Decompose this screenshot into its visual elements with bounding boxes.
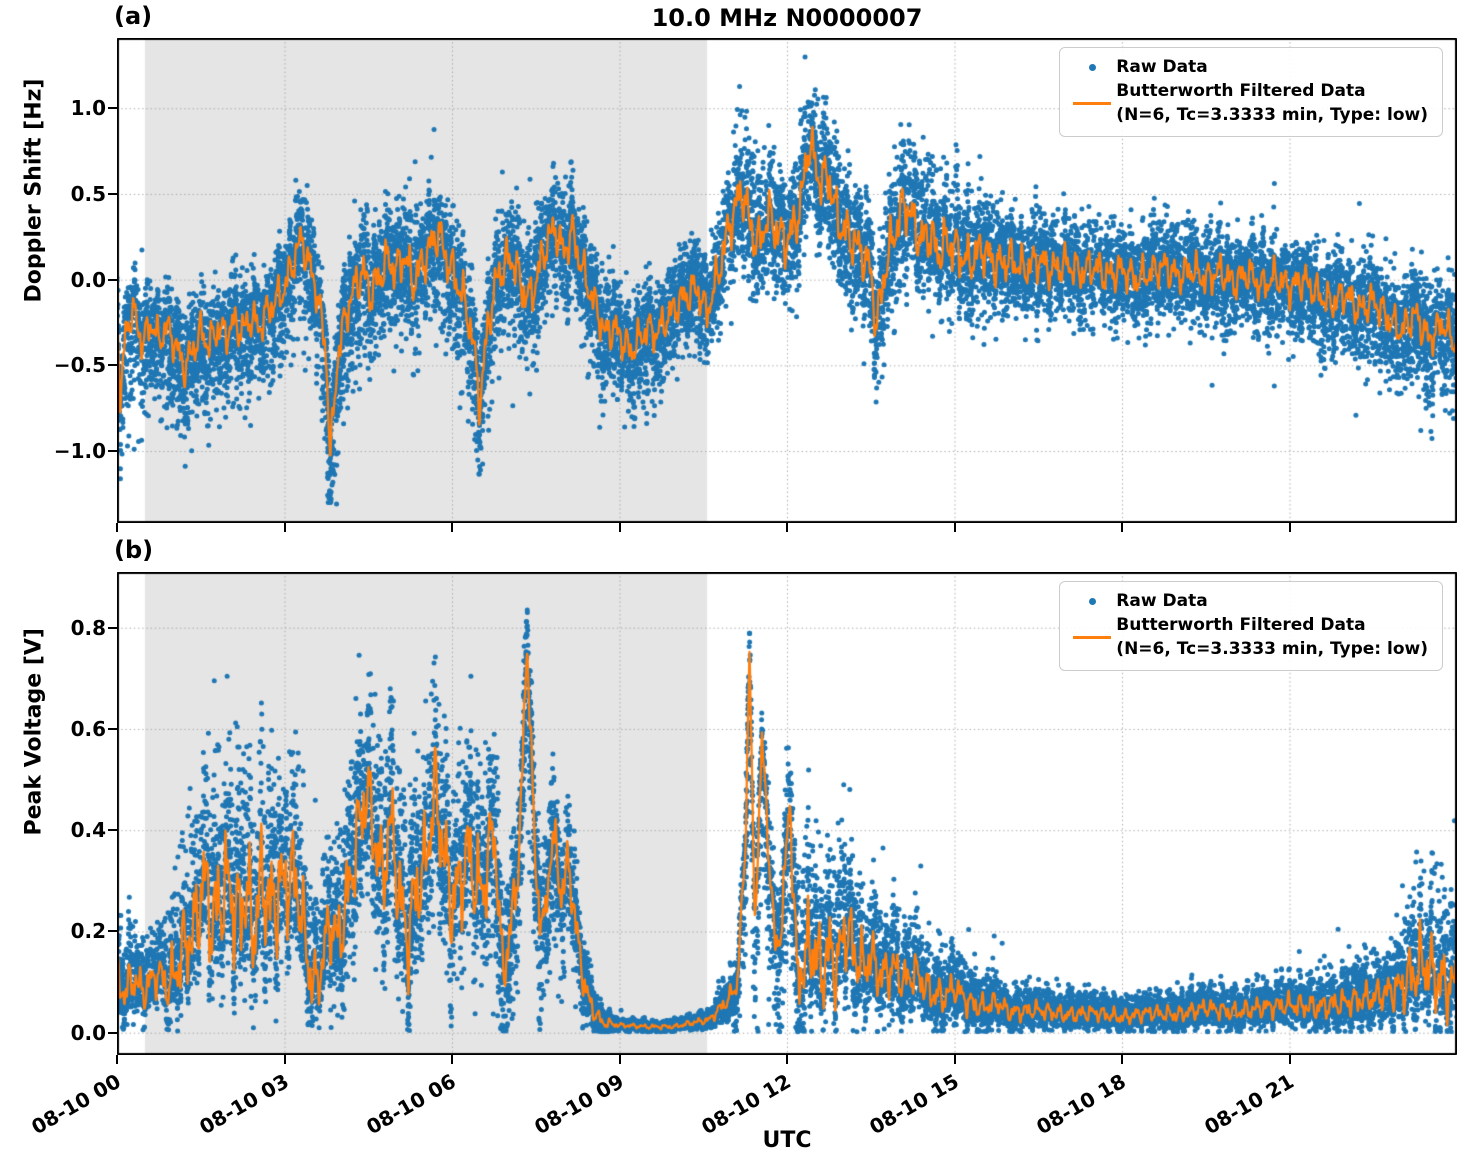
filtered-line-marker-icon [1068,102,1116,106]
raw-data-marker-icon [1068,64,1116,72]
x-tick-mark [1121,523,1123,532]
panel-a-legend: Raw Data Butterworth Filtered Data (N=6,… [1059,47,1443,138]
y-tick-mark [108,1031,117,1034]
y-tick-mark [108,829,117,832]
panel-b-letter: (b) [114,536,154,564]
x-tick-mark [953,523,956,532]
figure-title: 10.0 MHz N0000007 [651,4,923,32]
x-axis-label: UTC [762,1128,812,1153]
x-tick-mark [1121,1055,1123,1064]
filtered-line-marker-icon [1068,636,1116,640]
legend-raw-label: Raw Data [1116,591,1208,611]
y-tick-label: 0.0 [70,1020,106,1045]
y-tick-mark [108,364,117,367]
y-tick-mark [108,727,117,730]
legend-entry-filtered: Butterworth Filtered Data (N=6, Tc=3.333… [1068,614,1428,662]
panel-b-plot-area: Raw Data Butterworth Filtered Data (N=6,… [117,572,1457,1055]
x-tick-mark [451,523,453,532]
y-tick-mark [108,278,117,281]
y-tick-label: 0.2 [70,919,106,944]
y-tick-mark [108,107,117,110]
y-tick-label: −1.0 [53,439,106,464]
x-tick-mark [451,1055,453,1064]
x-tick-mark [786,1055,788,1064]
legend-raw-label: Raw Data [1116,57,1208,77]
legend-entry-raw: Raw Data [1068,590,1428,614]
y-tick-mark [108,930,117,933]
x-tick-mark [786,523,788,532]
legend-filtered-label: Butterworth Filtered Data (N=6, Tc=3.333… [1116,614,1428,659]
legend-entry-raw: Raw Data [1068,56,1428,80]
raw-data-marker-icon [1068,598,1116,606]
x-tick-mark [618,523,621,532]
y-tick-mark [108,192,117,195]
x-tick-mark [283,1055,286,1064]
y-tick-mark [108,450,117,453]
x-tick-label: 08-10 00 [27,1069,125,1140]
panel-b-ylabel: Peak Voltage [V] [21,628,47,836]
x-tick-mark [953,1055,956,1064]
legend-filtered-label: Butterworth Filtered Data (N=6, Tc=3.333… [1116,80,1428,125]
panel-a-ylabel: Doppler Shift [Hz] [21,78,47,303]
x-tick-mark [116,523,118,532]
x-tick-mark [1288,1055,1291,1064]
x-tick-mark [283,523,286,532]
y-tick-label: −0.5 [53,353,106,378]
legend-entry-filtered: Butterworth Filtered Data (N=6, Tc=3.333… [1068,80,1428,128]
panel-b-legend: Raw Data Butterworth Filtered Data (N=6,… [1059,581,1443,672]
x-tick-mark [116,1055,118,1064]
y-tick-mark [108,626,117,629]
panel-a-plot-area: Raw Data Butterworth Filtered Data (N=6,… [117,38,1457,523]
x-tick-mark [618,1055,621,1064]
x-tick-mark [1288,523,1291,532]
panel-a-letter: (a) [114,2,153,30]
